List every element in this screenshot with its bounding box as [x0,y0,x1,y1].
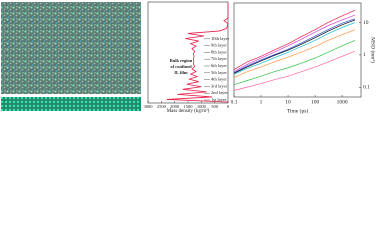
x-tick-label: 500 [211,104,219,109]
x-axis-label: Time (ps) [287,107,309,114]
x-tick-label: 1000 [337,99,348,105]
y-tick-label: 1 [363,52,366,58]
x-tick-label: 100 [311,99,320,105]
layer-label: 10th layer [211,36,230,41]
annotation: of confined [170,64,192,69]
x-tick-label: 0.1 [231,99,238,105]
y-tick-label: 10 [363,20,369,26]
simulation-snapshot [1,2,141,94]
x-tick-label: 1500 [184,104,194,109]
x-tick-label: 1 [260,99,263,105]
x-tick-label: 10 [285,99,291,105]
y-axis-label: MSD (nm²) [370,37,377,63]
msd-line [233,29,356,78]
annotation: IL film [174,70,188,75]
annotation: Bulk region [170,58,193,63]
msd-line [233,9,356,70]
msd-line [233,22,356,75]
x-tick-label: 0 [227,104,230,109]
layer-label: 5th layer [211,70,227,75]
msd-line [233,14,356,73]
x-tick-label: 1000 [197,104,207,109]
layer-label: 1st layer [211,97,227,102]
layer-label: 2nd layer [211,90,228,95]
x-axis-label: Mass density (kg/m³) [167,108,210,114]
layer-label: 3rd layer [211,83,228,88]
msd-line [233,50,356,91]
density-curve [166,3,229,103]
layer-label: 4th layer [211,77,227,82]
x-tick-label: 2500 [157,104,167,109]
msd-line [233,40,356,86]
layer-label: 9th layer [211,43,227,48]
layer-label: 7th layer [211,56,227,61]
y-tick-label: 0.1 [363,85,370,91]
x-tick-label: 2000 [170,104,180,109]
layer-label: 8th layer [211,49,227,54]
msd-line [233,18,356,74]
layer-label: 6th layer [211,63,227,68]
substrate-snapshot [1,97,141,111]
x-tick-label: 3000 [144,104,154,109]
msd-frame [233,2,362,98]
msd-line [233,19,356,74]
